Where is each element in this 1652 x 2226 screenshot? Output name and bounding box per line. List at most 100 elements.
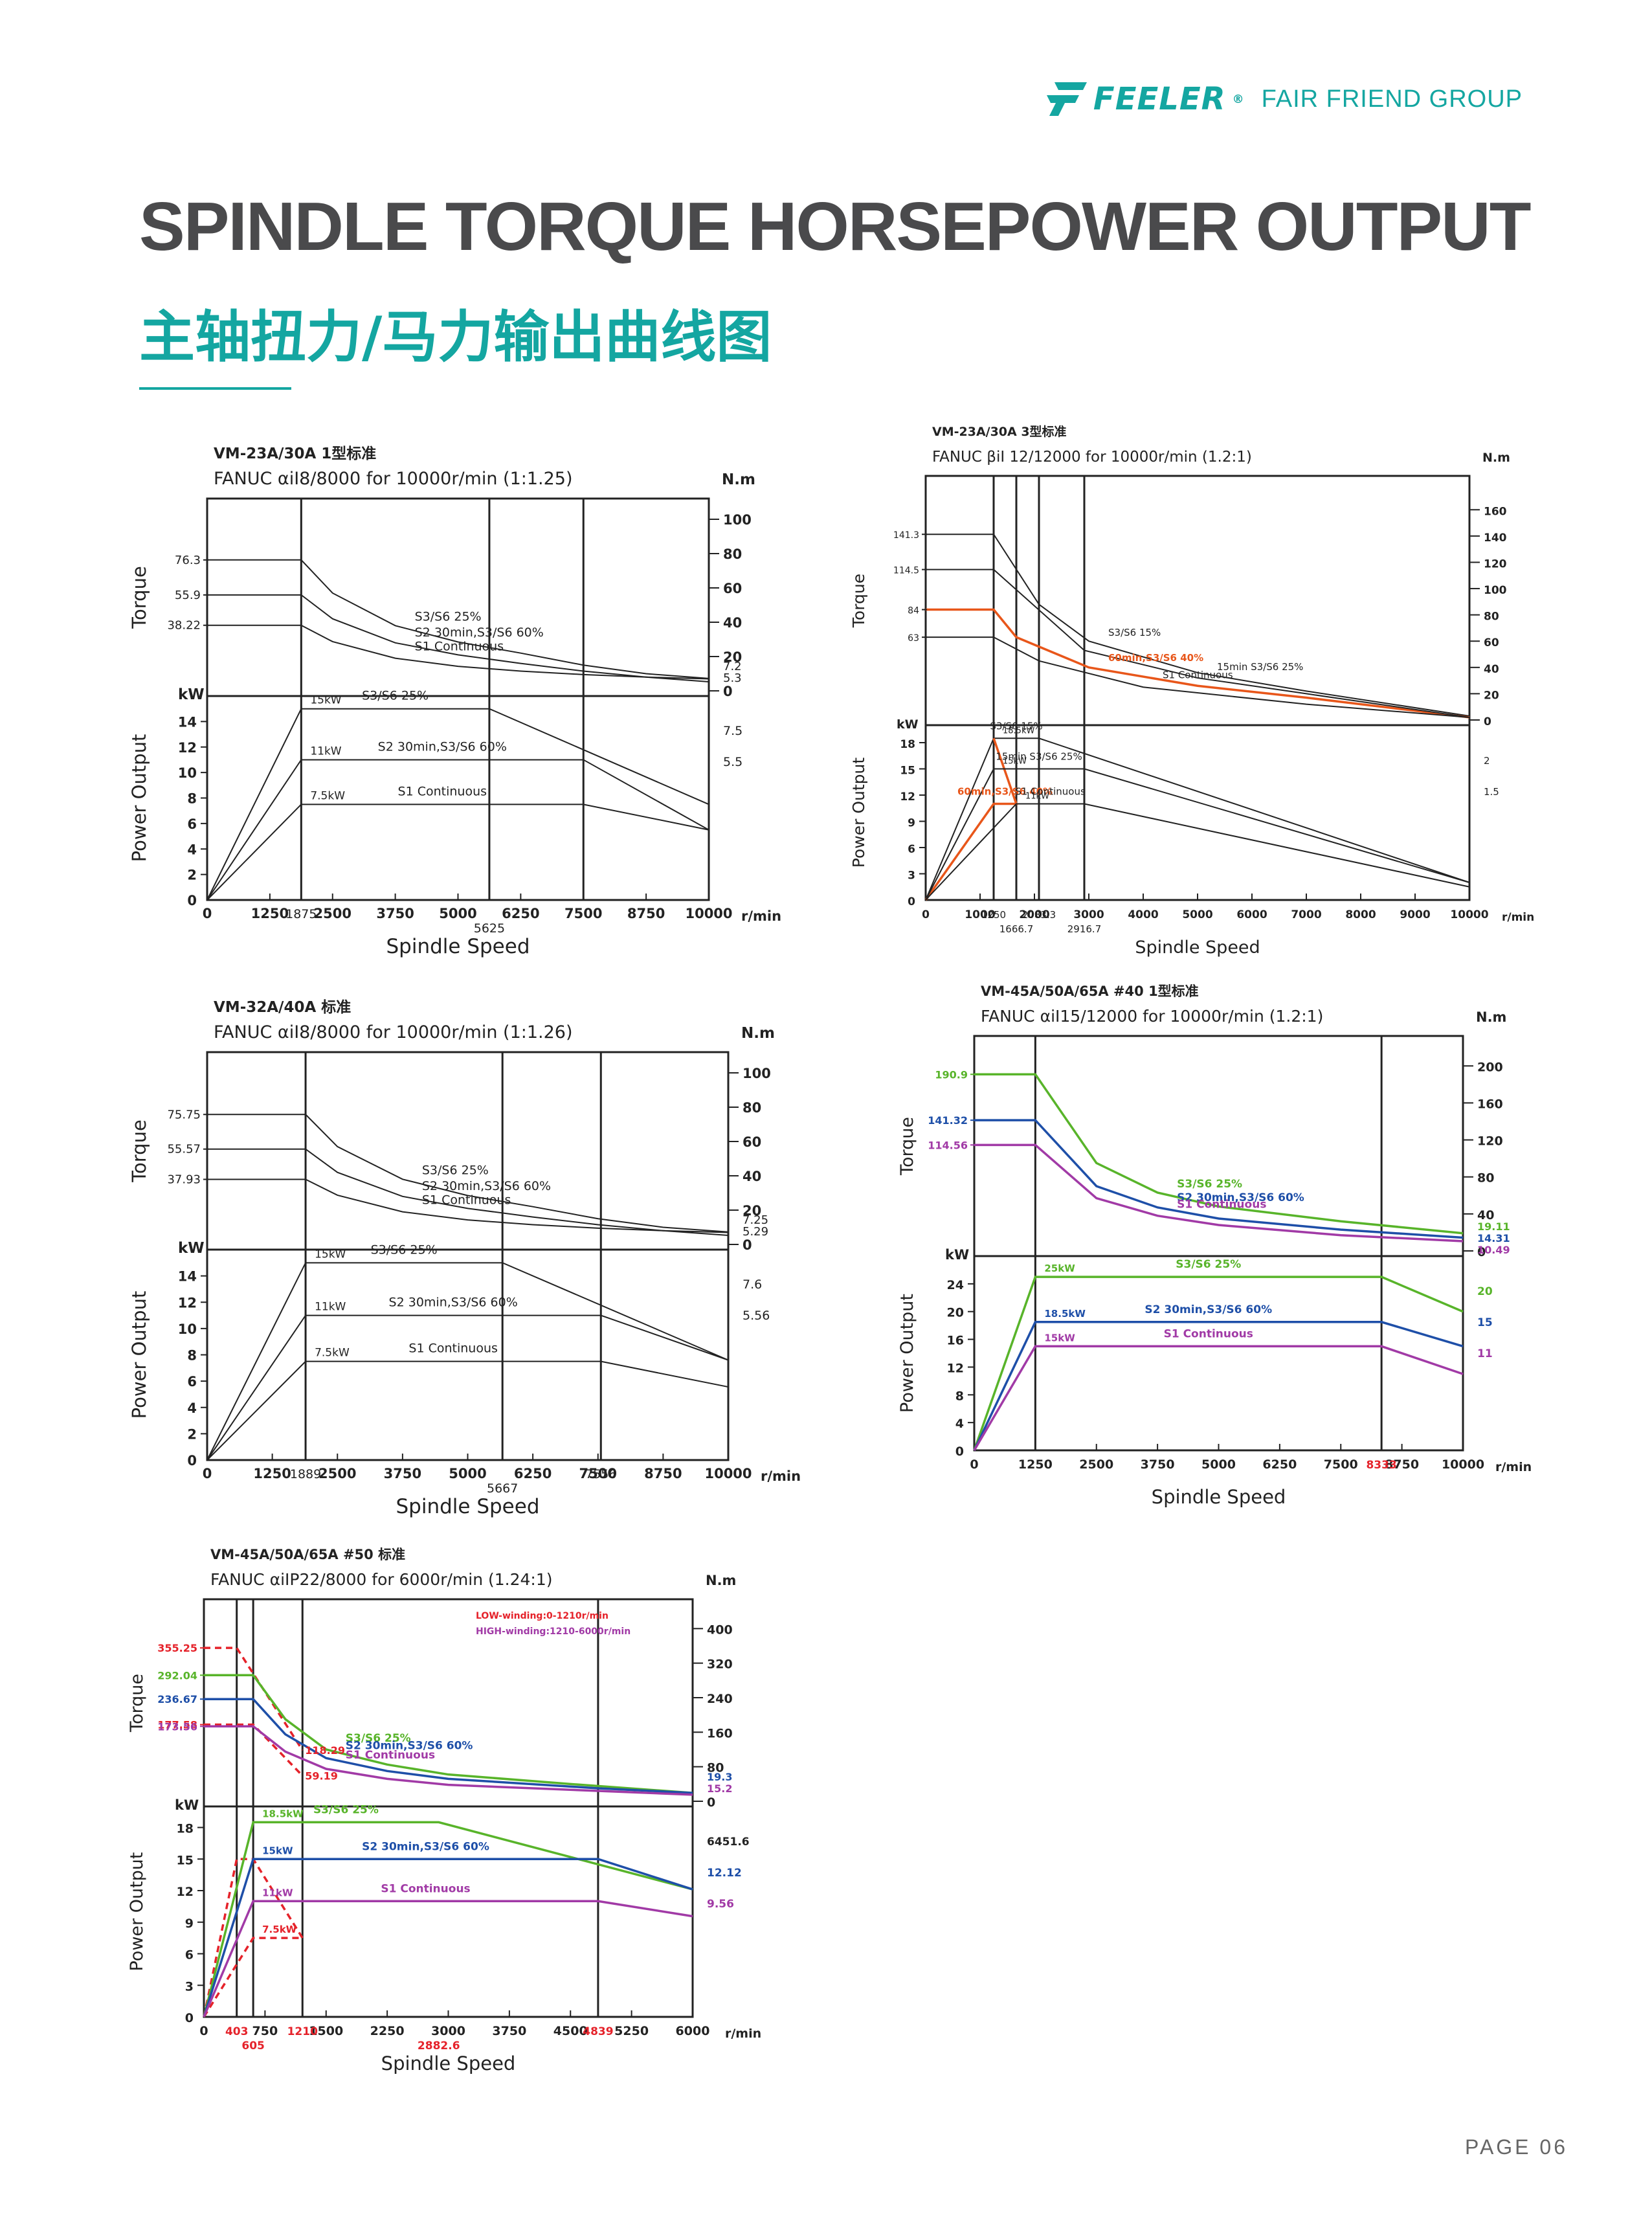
torque-series-label: S2 30min,S3/S6 60% (422, 1179, 551, 1193)
chart-title: VM-23A/30A 1型标准 (214, 445, 376, 462)
x-tick-label: 6250 (502, 906, 539, 921)
power-tick-label: 8 (955, 1389, 964, 1403)
power-unit: kW (897, 717, 919, 732)
x-unit: r/min (1495, 1460, 1532, 1474)
power-tick-label: 6 (187, 1374, 197, 1389)
torque-tick-label: 80 (723, 546, 742, 562)
power-series-line (203, 1900, 693, 2018)
torque-tick-label: 320 (707, 1658, 733, 1672)
power-unit: kW (178, 686, 205, 703)
chart-svg: VM-23A/30A 3型标准 FANUC βiI 12/12000 for 10… (849, 424, 1534, 958)
torque-end-label: 15.2 (707, 1782, 732, 1795)
x-tick-label: 5000 (1182, 908, 1212, 921)
torque-series-line (974, 1073, 1464, 1235)
power-end-label: 5.5 (723, 755, 742, 769)
power-series-label: S3/S6 15% (990, 720, 1042, 732)
torque-tick-label: 200 (1477, 1060, 1503, 1074)
power-level-label: 11kW (1025, 792, 1049, 802)
page-subtitle: 主轴扭力/马力输出曲线图 (139, 305, 772, 370)
x-tick-label: 8000 (1345, 908, 1376, 921)
torque-level-label: 38.22 (167, 619, 201, 633)
power-series-line (973, 1276, 1464, 1451)
torque-series-label: S1 Continuous (415, 640, 504, 654)
power-tick-label: 12 (947, 1361, 964, 1375)
torque-tick-label: 80 (742, 1100, 761, 1116)
x-tick-label: 1500 (309, 2024, 343, 2038)
torque-series-line (204, 1698, 693, 1794)
chart-svg: VM-23A/30A 1型标准 FANUC αiI8/8000 for 10000… (128, 445, 781, 958)
torque-series-line (204, 1674, 693, 1794)
power-series-label: S3/S6 25% (362, 689, 429, 703)
x-axis-label: Spindle Speed (1152, 1486, 1286, 1508)
power-series-label: S2 30min,S3/S6 60% (1144, 1303, 1272, 1316)
x-tick-label: 3000 (1073, 908, 1104, 921)
power-level-label: 7.5kW (310, 789, 345, 802)
torque-end-label: 7.2 (723, 660, 742, 673)
torque-tick-label: 80 (1477, 1171, 1494, 1186)
power-end-label: 2 (1484, 755, 1490, 767)
power-end-label: 12.12 (707, 1867, 742, 1880)
x-tick-label: 2000 (1019, 908, 1049, 921)
power-level-label: 11kW (310, 745, 341, 758)
x-tick-label: 2500 (1079, 1457, 1113, 1472)
torque-tick-label: 0 (707, 1795, 715, 1810)
power-series-label: 60min,S3/S6 40% (957, 786, 1053, 798)
x-tick-label: 5000 (449, 1466, 486, 1481)
torque-level-label: 236.67 (157, 1693, 197, 1705)
torque-tick-label: 240 (707, 1692, 733, 1706)
power-tick-label: 24 (947, 1278, 964, 1292)
chart-svg: VM-45A/50A/65A #40 1型标准 FANUC αiI15/12000… (897, 984, 1532, 1508)
torque-level-label: 55.9 (175, 589, 201, 602)
torque-tick-label: 80 (707, 1761, 724, 1775)
torque-series-label: S1 Continuous (1163, 669, 1233, 680)
torque-level-label: 355.25 (157, 1642, 197, 1654)
torque-frame (973, 1035, 1464, 1257)
x-tick-label: 5000 (439, 906, 476, 921)
x-tick-label: 7500 (564, 906, 602, 921)
power-end-label: 1.5 (1484, 786, 1499, 798)
torque-tick-label: 0 (742, 1237, 752, 1253)
x-marker-label: 4839 (583, 2025, 613, 2038)
torque-series-label: S3/S6 25% (1177, 1178, 1242, 1191)
power-tick-label: 2 (187, 1426, 197, 1442)
power-series-line (206, 708, 709, 901)
torque-end-label: 10.49 (1477, 1244, 1510, 1256)
group-name: FAIR FRIEND GROUP (1261, 85, 1523, 113)
torque-tick-label: 20 (723, 649, 742, 665)
torque-series-line (207, 559, 709, 679)
x-marker-label: 1889 (290, 1467, 321, 1481)
power-end-label: 7.6 (742, 1277, 762, 1292)
power-tick-label: 20 (947, 1306, 964, 1320)
power-end-label: 6451.6 (707, 1836, 750, 1849)
origin-label: 0 (187, 1453, 197, 1468)
chart-note: HIGH-winding:1210-6000r/min (476, 1626, 631, 1637)
power-tick-label: 12 (177, 1885, 194, 1899)
power-series-label: S1 Continuous (1164, 1327, 1253, 1340)
power-tick-label: 2 (187, 868, 197, 883)
torque-series-label: 15min S3/S6 25% (1217, 661, 1303, 673)
torque-series-label: S1 Continuous (422, 1193, 511, 1208)
x-tick-label: 9000 (1400, 908, 1430, 921)
power-tick-label: 9 (185, 1917, 194, 1931)
x-tick-label: 7500 (579, 1466, 617, 1481)
torque-series-label: S1 Continuous (346, 1749, 435, 1762)
power-series-line (206, 1360, 729, 1461)
torque-axis-label: Torque (127, 1674, 147, 1733)
power-tick-label: 3 (185, 1979, 194, 1994)
torque-inline-label: 118.29 (305, 1744, 345, 1757)
power-unit: kW (175, 1797, 199, 1813)
torque-unit: N.m (741, 1025, 775, 1042)
origin-label: 0 (908, 895, 915, 908)
power-series-label: S3/S6 25% (313, 1803, 379, 1816)
torque-series-label: S2 30min,S3/S6 60% (346, 1739, 473, 1752)
torque-level-label: 114.5 (893, 566, 919, 576)
power-series-line (206, 759, 709, 901)
x-tick-label: 0 (199, 2024, 208, 2038)
torque-axis-label: Torque (128, 1119, 150, 1183)
torque-level-label: 37.93 (167, 1173, 201, 1186)
x-unit: r/min (741, 908, 781, 924)
power-series-label: S2 30min,S3/S6 60% (378, 739, 507, 754)
x-unit: r/min (725, 2027, 761, 2041)
power-unit: kW (178, 1240, 205, 1257)
power-axis-label: Power Output (849, 758, 868, 868)
